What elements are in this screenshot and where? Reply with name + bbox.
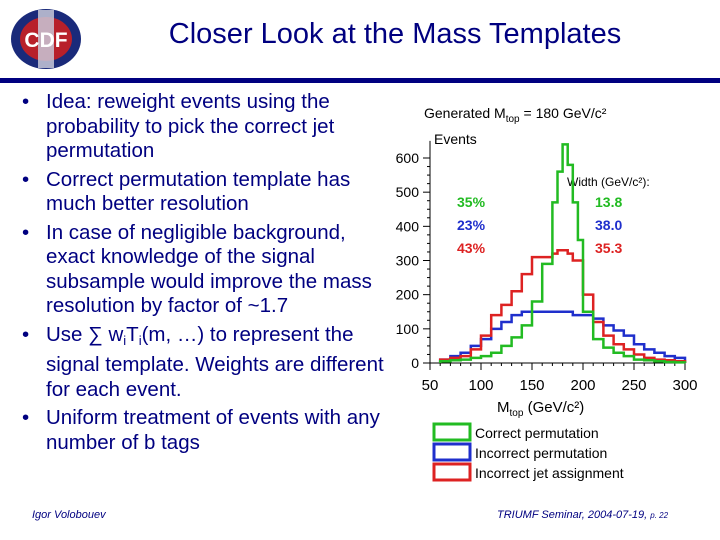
- chart-title: Generated Mtop = 180 GeV/c²: [424, 105, 607, 125]
- bullet-item: In case of negligible background, exact …: [18, 221, 388, 319]
- y-axis-label: Events: [434, 131, 477, 147]
- y-tick-label: 600: [396, 150, 420, 166]
- series-width: 38.0: [595, 217, 622, 233]
- x-tick-label: 250: [621, 377, 646, 394]
- y-tick-label: 200: [396, 287, 420, 303]
- x-axis-label: Mtop (GeV/c²): [497, 399, 584, 419]
- series-fraction: 35%: [457, 194, 486, 210]
- x-tick-label: 200: [570, 377, 595, 394]
- x-tick-label: 150: [519, 377, 544, 394]
- page-title: Closer Look at the Mass Templates: [168, 18, 622, 50]
- mass-template-chart: Generated Mtop = 180 GeV/c² Events Width…: [396, 105, 698, 482]
- cdf-logo: CDF: [11, 9, 81, 69]
- series-width: 35.3: [595, 240, 622, 256]
- legend-swatch-incorrect-jet: [432, 462, 472, 482]
- footer-seminar: TRIUMF Seminar, 2004-07-19, p. 22: [497, 509, 669, 521]
- bullet-item: Uniform treatment of events with any num…: [18, 406, 388, 455]
- bullet-list: Idea: reweight events using the probabil…: [18, 90, 388, 459]
- histogram-series: [438, 143, 687, 364]
- width-header: Width (GeV/c²):: [567, 175, 650, 189]
- logo-text: CDF: [24, 29, 67, 52]
- legend-swatch-correct: [432, 422, 472, 442]
- x-tick-label: 300: [672, 377, 697, 394]
- legend-swatch-incorrect-perm: [432, 442, 472, 462]
- series-fraction: 23%: [457, 217, 486, 233]
- legend-label: Incorrect permutation: [475, 445, 607, 461]
- y-tick-label: 500: [396, 184, 420, 200]
- series-fraction: 43%: [457, 240, 486, 256]
- histogram-series: [438, 249, 687, 363]
- footer-author: Igor Volobouev: [32, 509, 106, 521]
- x-tick-label: 50: [422, 377, 439, 394]
- y-tick-label: 300: [396, 253, 420, 269]
- bullet-item: Use ∑ wiTi(m, …) to represent the signal…: [18, 323, 388, 403]
- x-tick-label: 100: [468, 377, 493, 394]
- legend-label: Incorrect jet assignment: [475, 465, 624, 481]
- legend-label: Correct permutation: [475, 425, 599, 441]
- series-width: 13.8: [595, 194, 622, 210]
- bullet-item: Correct permutation template has much be…: [18, 168, 388, 217]
- y-tick-label: 100: [396, 321, 420, 337]
- title-divider: [0, 78, 720, 83]
- y-tick-label: 400: [396, 218, 420, 234]
- y-tick-label: 0: [411, 355, 419, 371]
- histogram-series: [438, 310, 687, 363]
- bullet-item: Idea: reweight events using the probabil…: [18, 90, 388, 164]
